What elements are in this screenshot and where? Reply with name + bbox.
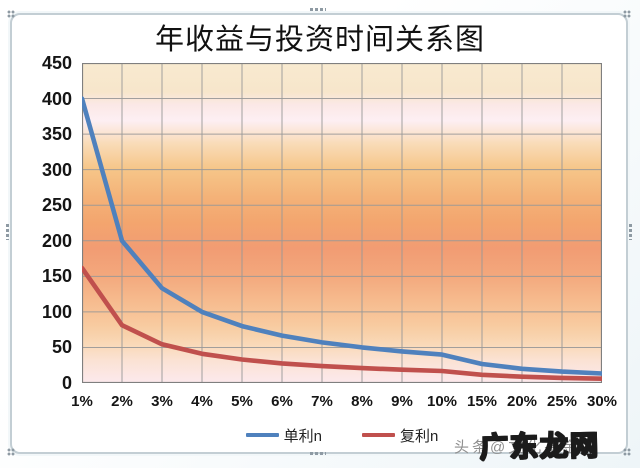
x-axis-tick-label: 10% (426, 393, 458, 410)
selection-handle-bottom-middle[interactable] (310, 452, 326, 455)
legend-item-compound-interest: 复利n (362, 425, 438, 446)
selection-handle-middle-left[interactable] (6, 224, 9, 240)
x-axis-tick-label: 7% (311, 393, 333, 410)
legend-line-swatch-blue (245, 433, 279, 437)
x-axis-tick-label: 25% (546, 393, 578, 410)
selection-handle-middle-right[interactable] (629, 224, 632, 240)
y-axis-tick-label: 450 (41, 53, 72, 73)
x-axis-tick-label: 5% (231, 393, 253, 410)
y-axis-tick-label: 0 (61, 373, 72, 393)
series-line-simple-interest[interactable] (82, 96, 602, 376)
series-line-compound-interest[interactable] (82, 265, 602, 382)
y-axis-tick-label: 250 (41, 195, 72, 216)
watermark-large-text: 广东龙网 (479, 429, 602, 464)
y-axis-tick-label: 150 (41, 266, 72, 287)
plot-border (82, 63, 602, 383)
y-axis-tick-labels: 450 400 350 300 250 200 150 100 50 0 (14, 0, 72, 400)
x-axis-tick-label: 30% (586, 393, 618, 410)
chart-canvas (82, 63, 602, 383)
x-axis-tick-label: 4% (191, 393, 213, 410)
x-axis-tick-labels: 1% 2% 3% 4% 5% 6% 7% 8% 9% 10% 15% 20% 25% 30% (71, 393, 617, 413)
x-axis-tick-label: 9% (391, 393, 413, 410)
legend-item-simple-interest: 单利n (245, 425, 322, 446)
selection-handle-bottom-right[interactable] (623, 448, 631, 456)
y-axis-tick-label: 300 (41, 159, 72, 180)
y-axis-tick-label: 100 (41, 301, 72, 322)
x-axis-tick-label: 6% (271, 393, 293, 410)
selection-handle-bottom-left[interactable] (7, 448, 15, 456)
y-axis-tick-label: 350 (41, 124, 72, 145)
x-axis-tick-label: 8% (351, 393, 373, 410)
x-axis-tick-label: 1% (71, 393, 93, 410)
legend-label: 复利n (400, 427, 439, 445)
x-axis-tick-label: 3% (151, 393, 173, 410)
selection-handle-top-middle[interactable] (310, 8, 326, 11)
watermark: 头条@文化基金 广东龙网 (452, 423, 640, 467)
legend-label: 单利n (283, 427, 322, 445)
selection-handle-top-left[interactable] (7, 10, 15, 18)
selection-handle-top-right[interactable] (623, 10, 631, 18)
y-axis-tick-label: 200 (41, 230, 72, 251)
chart-legend: 单利n 复利n (82, 424, 602, 446)
chart-title: 年收益与投资时间关系图 (154, 24, 485, 56)
y-axis-tick-label: 50 (51, 337, 72, 358)
plot-area[interactable] (82, 63, 602, 383)
watermark-small-text: 头条@文化基金 (454, 439, 581, 456)
legend-line-swatch-red (362, 433, 395, 437)
y-axis-tick-label: 400 (41, 88, 72, 109)
x-axis-tick-label: 2% (111, 393, 133, 410)
x-axis-tick-label: 20% (506, 393, 538, 410)
x-axis-tick-label: 15% (466, 393, 498, 410)
